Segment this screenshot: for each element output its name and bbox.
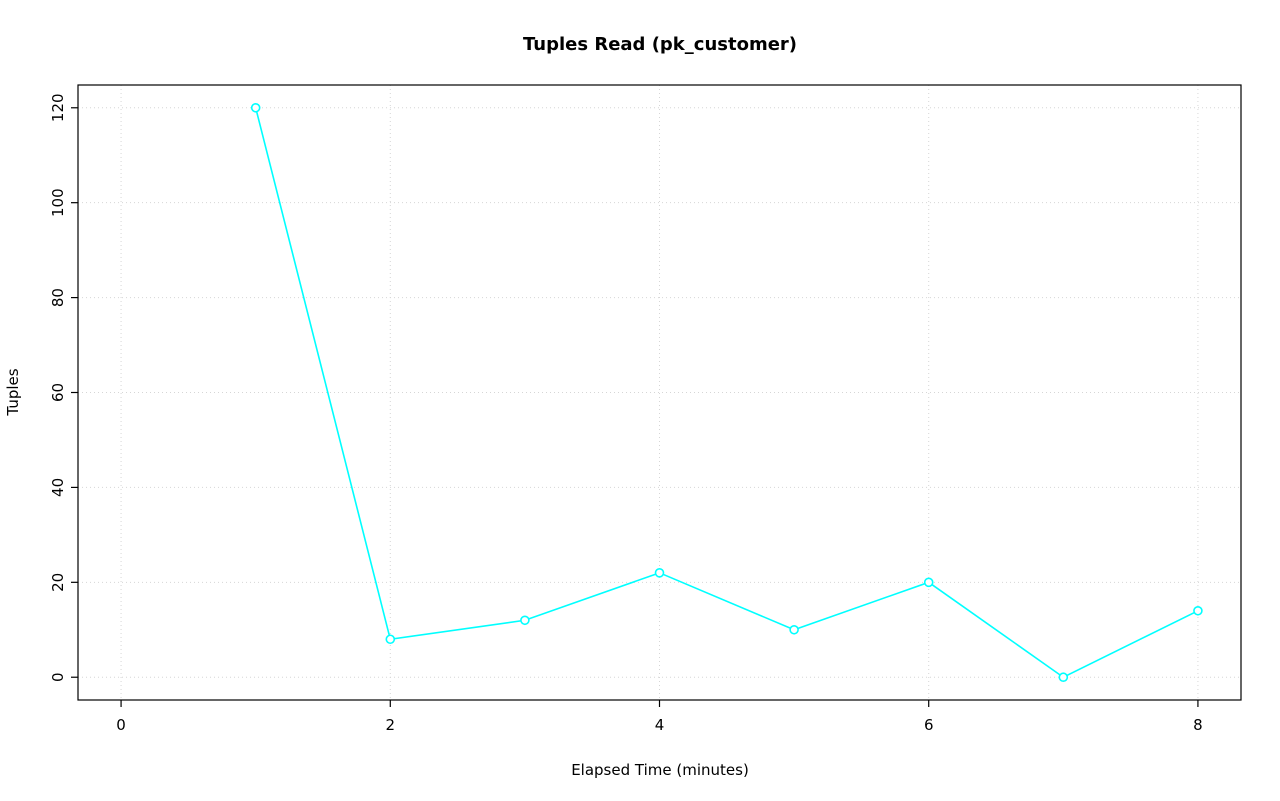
y-tick-label: 80 [49, 288, 67, 307]
data-point [1058, 672, 1069, 683]
data-point [654, 568, 665, 578]
y-tick-label: 20 [49, 573, 67, 592]
y-tick-label: 40 [49, 478, 67, 497]
x-tick-label: 2 [386, 716, 396, 734]
y-axis-label: Tuples [4, 368, 22, 416]
x-tick-label: 0 [116, 716, 126, 734]
x-axis-label: Elapsed Time (minutes) [571, 761, 749, 779]
y-tick-label: 0 [49, 672, 67, 682]
series-layer [250, 102, 1203, 683]
y-tick-label: 120 [49, 93, 67, 122]
x-tick-label: 4 [655, 716, 665, 734]
chart-title: Tuples Read (pk_customer) [523, 34, 797, 55]
data-point [250, 102, 261, 113]
grid-layer [78, 85, 1241, 700]
data-point [1193, 605, 1203, 616]
y-tick-label: 100 [49, 188, 67, 217]
data-point [385, 634, 396, 645]
x-tick-label: 8 [1193, 716, 1203, 734]
x-tick-label: 6 [924, 716, 934, 734]
data-point [520, 615, 530, 626]
data-point [789, 624, 799, 635]
y-tick-label: 60 [49, 383, 67, 402]
data-point [923, 577, 934, 588]
data-line [254, 107, 1199, 679]
